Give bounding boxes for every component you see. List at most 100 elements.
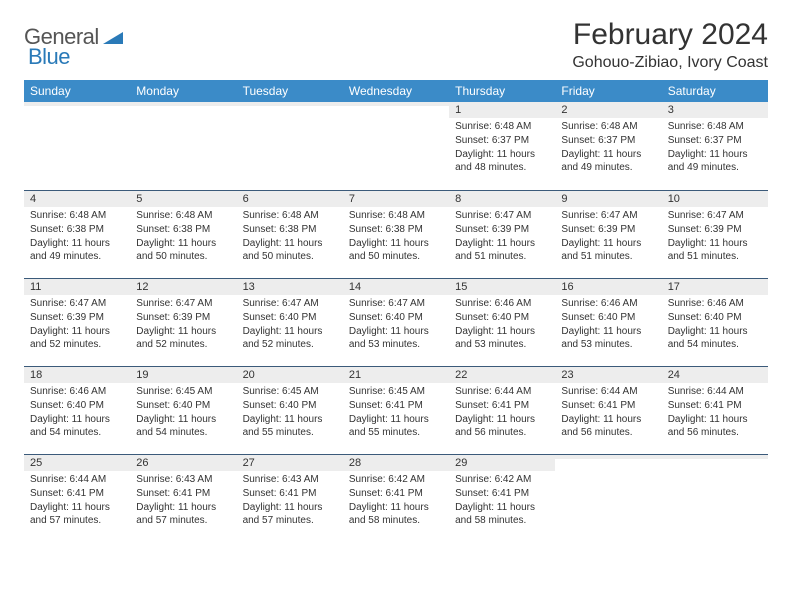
day-number: 25 [24, 455, 130, 471]
day-number: 1 [449, 102, 555, 118]
day-number: 10 [662, 191, 768, 207]
calendar-cell: 23Sunrise: 6:44 AMSunset: 6:41 PMDayligh… [555, 366, 661, 454]
calendar-cell: 28Sunrise: 6:42 AMSunset: 6:41 PMDayligh… [343, 454, 449, 542]
sunset-text: Sunset: 6:37 PM [668, 134, 762, 147]
logo-text-blue: Blue [28, 44, 70, 69]
cell-body [662, 459, 768, 465]
sunset-text: Sunset: 6:38 PM [243, 223, 337, 236]
day-header-row: Sunday Monday Tuesday Wednesday Thursday… [24, 80, 768, 102]
calendar-cell: 6Sunrise: 6:48 AMSunset: 6:38 PMDaylight… [237, 190, 343, 278]
day-number: 13 [237, 279, 343, 295]
cell-body: Sunrise: 6:43 AMSunset: 6:41 PMDaylight:… [237, 471, 343, 532]
sunset-text: Sunset: 6:41 PM [455, 487, 549, 500]
daylight-text: Daylight: 11 hours and 50 minutes. [349, 237, 443, 263]
sunset-text: Sunset: 6:40 PM [349, 311, 443, 324]
sunrise-text: Sunrise: 6:48 AM [136, 209, 230, 222]
calendar-cell: 13Sunrise: 6:47 AMSunset: 6:40 PMDayligh… [237, 278, 343, 366]
daylight-text: Daylight: 11 hours and 55 minutes. [349, 413, 443, 439]
day-number: 16 [555, 279, 661, 295]
calendar-row: 25Sunrise: 6:44 AMSunset: 6:41 PMDayligh… [24, 454, 768, 542]
calendar-cell: 15Sunrise: 6:46 AMSunset: 6:40 PMDayligh… [449, 278, 555, 366]
sunset-text: Sunset: 6:41 PM [136, 487, 230, 500]
sunrise-text: Sunrise: 6:42 AM [455, 473, 549, 486]
calendar-row: 18Sunrise: 6:46 AMSunset: 6:40 PMDayligh… [24, 366, 768, 454]
day-number: 20 [237, 367, 343, 383]
daylight-text: Daylight: 11 hours and 57 minutes. [30, 501, 124, 527]
calendar-cell [130, 102, 236, 190]
sunrise-text: Sunrise: 6:44 AM [561, 385, 655, 398]
cell-body: Sunrise: 6:43 AMSunset: 6:41 PMDaylight:… [130, 471, 236, 532]
day-number: 14 [343, 279, 449, 295]
calendar-table: Sunday Monday Tuesday Wednesday Thursday… [24, 80, 768, 542]
calendar-row: 4Sunrise: 6:48 AMSunset: 6:38 PMDaylight… [24, 190, 768, 278]
cell-body: Sunrise: 6:46 AMSunset: 6:40 PMDaylight:… [449, 295, 555, 356]
sunrise-text: Sunrise: 6:44 AM [30, 473, 124, 486]
daylight-text: Daylight: 11 hours and 56 minutes. [455, 413, 549, 439]
sunset-text: Sunset: 6:40 PM [668, 311, 762, 324]
cell-body: Sunrise: 6:46 AMSunset: 6:40 PMDaylight:… [662, 295, 768, 356]
cell-body: Sunrise: 6:48 AMSunset: 6:38 PMDaylight:… [130, 207, 236, 268]
daylight-text: Daylight: 11 hours and 51 minutes. [561, 237, 655, 263]
day-number: 2 [555, 102, 661, 118]
calendar-cell: 14Sunrise: 6:47 AMSunset: 6:40 PMDayligh… [343, 278, 449, 366]
sunset-text: Sunset: 6:40 PM [136, 399, 230, 412]
sunrise-text: Sunrise: 6:46 AM [30, 385, 124, 398]
calendar-cell: 22Sunrise: 6:44 AMSunset: 6:41 PMDayligh… [449, 366, 555, 454]
cell-body: Sunrise: 6:47 AMSunset: 6:40 PMDaylight:… [343, 295, 449, 356]
cell-body: Sunrise: 6:48 AMSunset: 6:38 PMDaylight:… [237, 207, 343, 268]
daylight-text: Daylight: 11 hours and 49 minutes. [668, 148, 762, 174]
day-number: 29 [449, 455, 555, 471]
cell-body: Sunrise: 6:42 AMSunset: 6:41 PMDaylight:… [449, 471, 555, 532]
day-number: 12 [130, 279, 236, 295]
sunset-text: Sunset: 6:41 PM [243, 487, 337, 500]
daylight-text: Daylight: 11 hours and 54 minutes. [136, 413, 230, 439]
month-title: February 2024 [572, 18, 768, 52]
calendar-cell [343, 102, 449, 190]
daylight-text: Daylight: 11 hours and 53 minutes. [455, 325, 549, 351]
calendar-cell: 20Sunrise: 6:45 AMSunset: 6:40 PMDayligh… [237, 366, 343, 454]
daylight-text: Daylight: 11 hours and 58 minutes. [455, 501, 549, 527]
day-number: 15 [449, 279, 555, 295]
day-number: 27 [237, 455, 343, 471]
daylight-text: Daylight: 11 hours and 53 minutes. [349, 325, 443, 351]
sunrise-text: Sunrise: 6:48 AM [455, 120, 549, 133]
calendar-cell: 11Sunrise: 6:47 AMSunset: 6:39 PMDayligh… [24, 278, 130, 366]
day-header: Sunday [24, 80, 130, 102]
sunrise-text: Sunrise: 6:48 AM [668, 120, 762, 133]
cell-body: Sunrise: 6:48 AMSunset: 6:37 PMDaylight:… [662, 118, 768, 179]
cell-body: Sunrise: 6:48 AMSunset: 6:37 PMDaylight:… [555, 118, 661, 179]
logo-text-blue-wrap: Blue [28, 44, 70, 70]
day-number: 26 [130, 455, 236, 471]
cell-body: Sunrise: 6:45 AMSunset: 6:40 PMDaylight:… [237, 383, 343, 444]
cell-body: Sunrise: 6:42 AMSunset: 6:41 PMDaylight:… [343, 471, 449, 532]
daylight-text: Daylight: 11 hours and 50 minutes. [243, 237, 337, 263]
daylight-text: Daylight: 11 hours and 53 minutes. [561, 325, 655, 351]
calendar-cell: 7Sunrise: 6:48 AMSunset: 6:38 PMDaylight… [343, 190, 449, 278]
daylight-text: Daylight: 11 hours and 52 minutes. [30, 325, 124, 351]
day-number: 18 [24, 367, 130, 383]
cell-body: Sunrise: 6:46 AMSunset: 6:40 PMDaylight:… [555, 295, 661, 356]
sunset-text: Sunset: 6:41 PM [668, 399, 762, 412]
sunrise-text: Sunrise: 6:48 AM [30, 209, 124, 222]
day-number: 8 [449, 191, 555, 207]
daylight-text: Daylight: 11 hours and 57 minutes. [243, 501, 337, 527]
day-number: 22 [449, 367, 555, 383]
sunset-text: Sunset: 6:41 PM [30, 487, 124, 500]
calendar-cell: 26Sunrise: 6:43 AMSunset: 6:41 PMDayligh… [130, 454, 236, 542]
calendar-cell: 18Sunrise: 6:46 AMSunset: 6:40 PMDayligh… [24, 366, 130, 454]
day-number: 7 [343, 191, 449, 207]
day-number: 4 [24, 191, 130, 207]
daylight-text: Daylight: 11 hours and 50 minutes. [136, 237, 230, 263]
sunset-text: Sunset: 6:39 PM [561, 223, 655, 236]
sunrise-text: Sunrise: 6:45 AM [136, 385, 230, 398]
sunrise-text: Sunrise: 6:46 AM [455, 297, 549, 310]
calendar-cell: 21Sunrise: 6:45 AMSunset: 6:41 PMDayligh… [343, 366, 449, 454]
sunrise-text: Sunrise: 6:48 AM [243, 209, 337, 222]
calendar-cell: 2Sunrise: 6:48 AMSunset: 6:37 PMDaylight… [555, 102, 661, 190]
sunrise-text: Sunrise: 6:45 AM [349, 385, 443, 398]
daylight-text: Daylight: 11 hours and 51 minutes. [455, 237, 549, 263]
calendar-cell: 4Sunrise: 6:48 AMSunset: 6:38 PMDaylight… [24, 190, 130, 278]
cell-body: Sunrise: 6:47 AMSunset: 6:40 PMDaylight:… [237, 295, 343, 356]
calendar-row: 11Sunrise: 6:47 AMSunset: 6:39 PMDayligh… [24, 278, 768, 366]
day-number: 23 [555, 367, 661, 383]
